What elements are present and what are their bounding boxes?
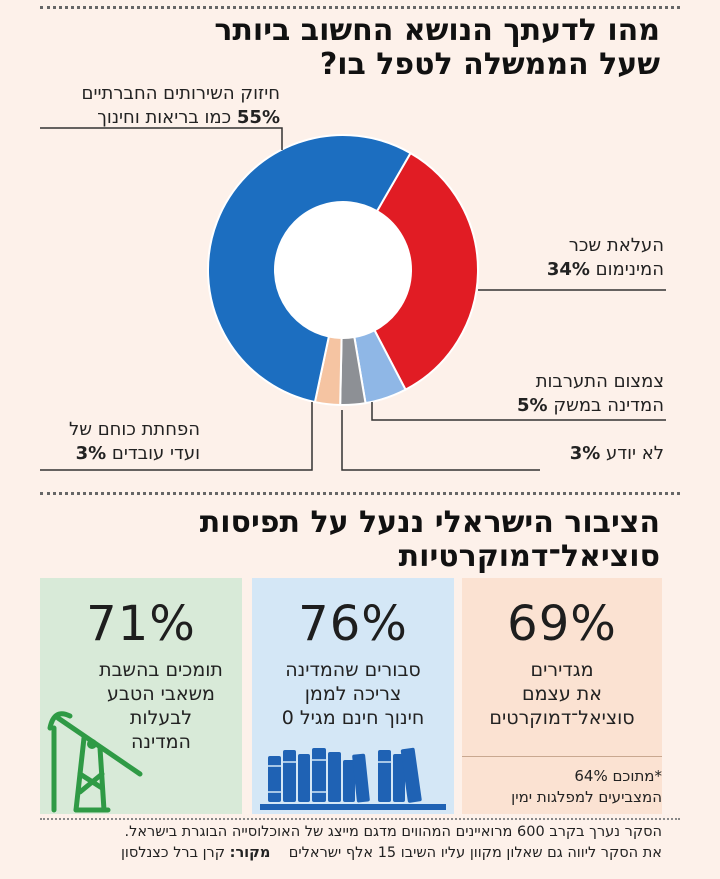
stat-social-democrats-value: 69% — [507, 596, 617, 652]
label-social-services-line1: חיזוק השירותים החברתיים — [81, 83, 280, 104]
label-workers-committees-line2: ועדי עובדים 3% — [69, 442, 200, 466]
value-state-intervention: 5% — [517, 395, 548, 416]
label-state-intervention-line1: צמצום התערבות — [535, 371, 664, 392]
stat-social-democrats-text: מגדירים את עצמם סוציאל־דמוקרטים — [470, 658, 654, 730]
leader-state-intervention — [371, 402, 666, 421]
section2-title: הציבור הישראלי ננעל על תפיסות סוציאל־דמו… — [200, 506, 660, 574]
stat-free-education-line2: צריכה לממן — [304, 683, 402, 705]
source-label: מקור: — [229, 845, 271, 861]
label-social-services: חיזוק השירותים החברתיים 55% כמו בריאות ו… — [82, 82, 280, 130]
bottom-divider — [40, 818, 680, 820]
label-state-intervention: צמצום התערבות המדינה במשק 5% — [517, 370, 664, 418]
value-dont-know: 3% — [569, 443, 601, 464]
books-icon — [260, 747, 446, 810]
label-minimum-wage: העלאת שכר המינימום 34% — [547, 234, 664, 282]
top-divider — [40, 6, 680, 9]
oil-pump-icon — [47, 711, 143, 813]
label-dont-know: לא יודע 3% — [570, 442, 664, 466]
leader-workers-committees — [40, 402, 313, 471]
footnote-line2: המצביעים למפלגות ימין — [511, 788, 662, 806]
stat-natural-resources-line2: משאבי הטבע — [107, 683, 215, 705]
stat-natural-resources-line3: לבעלות — [129, 707, 193, 729]
leader-social-services — [40, 127, 283, 150]
label-state-intervention-line2: המדינה במשק 5% — [517, 394, 664, 418]
stat-free-education-line3: חינוך חינם מגיל 0 — [281, 707, 425, 729]
chart-title-line1: מהו לדעתך הנושא החשוב ביותר — [214, 13, 660, 48]
survey-note-line2: את הסקר ליווה גם שאלון מקוון עליו השיבו … — [40, 843, 662, 864]
value-minimum-wage: 34% — [546, 259, 590, 280]
label-workers-committees-text2: ועדי עובדים — [111, 443, 200, 464]
footnote: *מתוכם 64% המצביעים למפלגות ימין — [470, 766, 662, 808]
survey-note-online: את הסקר ליווה גם שאלון מקוון עליו השיבו … — [288, 845, 662, 861]
value-workers-committees: 3% — [75, 443, 107, 464]
stat-free-education-line1: סבורים שהמדינה — [285, 659, 421, 681]
stat-free-education-text: סבורים שהמדינה צריכה לממן חינוך חינם מגי… — [260, 658, 446, 730]
label-social-services-text2: כמו בריאות וחינוך — [97, 107, 232, 128]
stat-natural-resources-value: 71% — [86, 596, 196, 652]
stat-natural-resources-line4: המדינה — [131, 731, 191, 753]
label-state-intervention-text2: המדינה במשק — [553, 395, 664, 416]
stat-natural-resources-line1: תומכים בהשבת — [99, 659, 223, 681]
label-workers-committees-line1: הפחתת כוחם של — [69, 419, 200, 440]
stat-panel-free-education: 76% סבורים שהמדינה צריכה לממן חינוך חינם… — [252, 578, 454, 814]
label-minimum-wage-line1: העלאת שכר — [568, 235, 664, 256]
section2-title-line2: סוציאל־דמוקרטיות — [398, 539, 660, 574]
label-minimum-wage-line2: המינימום 34% — [547, 258, 664, 282]
stat-panel-social-democrats: 69% מגדירים את עצמם סוציאל־דמוקרטים — [462, 578, 662, 814]
stat-social-democrats-line2: את עצמם — [522, 683, 602, 705]
label-dont-know-text: לא יודע — [605, 443, 664, 464]
label-workers-committees: הפחתת כוחם של ועדי עובדים 3% — [69, 418, 200, 466]
label-social-services-line2: 55% כמו בריאות וחינוך — [82, 106, 280, 130]
stat-natural-resources-text: תומכים בהשבת משאבי הטבע לבעלות המדינה — [48, 658, 234, 754]
value-social-services: 55% — [236, 107, 280, 128]
survey-note-line1: הסקר נערך בקרב 600 מרואיינים המהווים מדג… — [124, 824, 663, 840]
section2-title-line1: הציבור הישראלי ננעל על תפיסות — [199, 505, 660, 540]
chart-title-line2: שעל הממשלה לטפל בו? — [319, 47, 660, 82]
stat-social-democrats-line1: מגדירים — [530, 659, 594, 681]
label-minimum-wage-text2: המינימום — [595, 259, 664, 280]
panel-separator — [462, 756, 662, 757]
footnote-line1: *מתוכם 64% — [574, 767, 662, 785]
donut-hole — [275, 202, 411, 338]
leader-dont-know — [341, 410, 540, 471]
stat-panel-natural-resources: 71% תומכים בהשבת משאבי הטבע לבעלות המדינ… — [40, 578, 242, 814]
stat-free-education-value: 76% — [298, 596, 408, 652]
middle-divider — [40, 492, 680, 495]
stat-social-democrats-line3: סוציאל־דמוקרטים — [489, 707, 635, 729]
donut-chart — [40, 127, 666, 471]
source-name: קרן ברל כצנלסון — [120, 845, 226, 861]
chart-title: מהו לדעתך הנושא החשוב ביותר שעל הממשלה ל… — [214, 14, 660, 82]
